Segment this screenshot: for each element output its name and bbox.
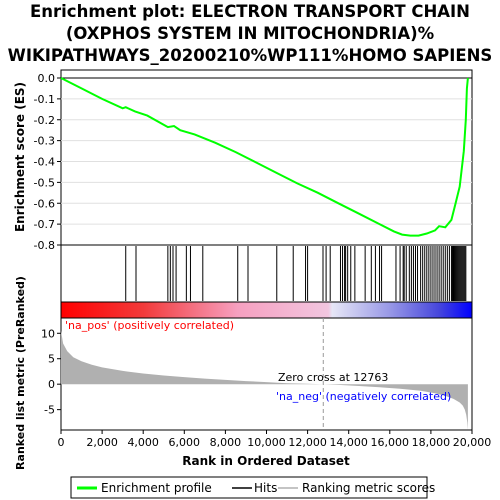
es-y-axis-label: Enrichment score (ES) [13, 82, 27, 232]
hits-panel [60, 244, 473, 303]
x-tick-label: 4,000 [127, 436, 159, 449]
x-tick-label: 20,000 [453, 436, 492, 449]
es-y-tick-label: -0.3 [34, 135, 55, 148]
es-y-tick-label: -0.5 [34, 176, 55, 189]
ranking-metric-area [61, 330, 468, 430]
x-tick-label: 16,000 [371, 436, 410, 449]
es-y-tick-label: -0.8 [34, 239, 55, 252]
metric-y-tick-label: -5 [44, 404, 55, 417]
na-neg-label: 'na_neg' (negatively correlated) [276, 390, 451, 403]
enrichment-profile-line [60, 77, 469, 237]
es-panel: 0.0 -0.1 -0.2 -0.3 -0.4 -0.5 -0.6 -0.7 -0.8 [34, 69, 473, 252]
x-tick-label: 2,000 [86, 436, 118, 449]
x-tick-label: 18,000 [412, 436, 451, 449]
legend-enrichment-label: Enrichment profile [101, 481, 212, 495]
x-tick-label: 0 [58, 436, 65, 449]
zero-cross-label: Zero cross at 12763 [278, 371, 388, 384]
es-y-tick-label: -0.1 [34, 93, 55, 106]
es-y-tick-label: -0.6 [34, 197, 55, 210]
chart-title-line-1: Enrichment plot: ELECTRON TRANSPORT CHAI… [30, 2, 470, 21]
x-axis-label: Rank in Ordered Dataset [182, 454, 350, 468]
es-y-tick-label: -0.7 [34, 218, 55, 231]
metric-y-tick-label: 0 [48, 378, 55, 391]
legend-metric-label: Ranking metric scores [302, 481, 435, 495]
x-tick-label: 12,000 [288, 436, 327, 449]
es-panel-frame [60, 69, 473, 246]
x-tick-label: 14,000 [329, 436, 368, 449]
x-tick-label: 6,000 [169, 436, 201, 449]
es-y-tick-label: 0.0 [38, 72, 56, 85]
x-tick-label: 8,000 [210, 436, 242, 449]
hits-panel-frame [60, 244, 473, 303]
es-y-tick-label: -0.4 [34, 156, 55, 169]
legend-hits-label: Hits [254, 481, 277, 495]
x-tick-label: 10,000 [247, 436, 286, 449]
metric-y-tick-label: 5 [48, 353, 55, 366]
rank-color-bar [60, 301, 473, 319]
metric-y-tick-label: 10 [41, 327, 55, 340]
metric-y-axis-label: Ranked list metric (PreRanked) [14, 276, 27, 470]
es-y-tick-label: -0.2 [34, 114, 55, 127]
chart-title-line-2: (OXPHOS SYSTEM IN MITOCHONDRIA)% [66, 24, 435, 43]
na-pos-label: 'na_pos' (positively correlated) [65, 319, 234, 332]
legend: Enrichment profile Hits Ranking metric s… [70, 476, 435, 499]
chart-title-line-3: WIKIPATHWAYS_20200210%WP111%HOMO SAPIENS [8, 46, 493, 65]
